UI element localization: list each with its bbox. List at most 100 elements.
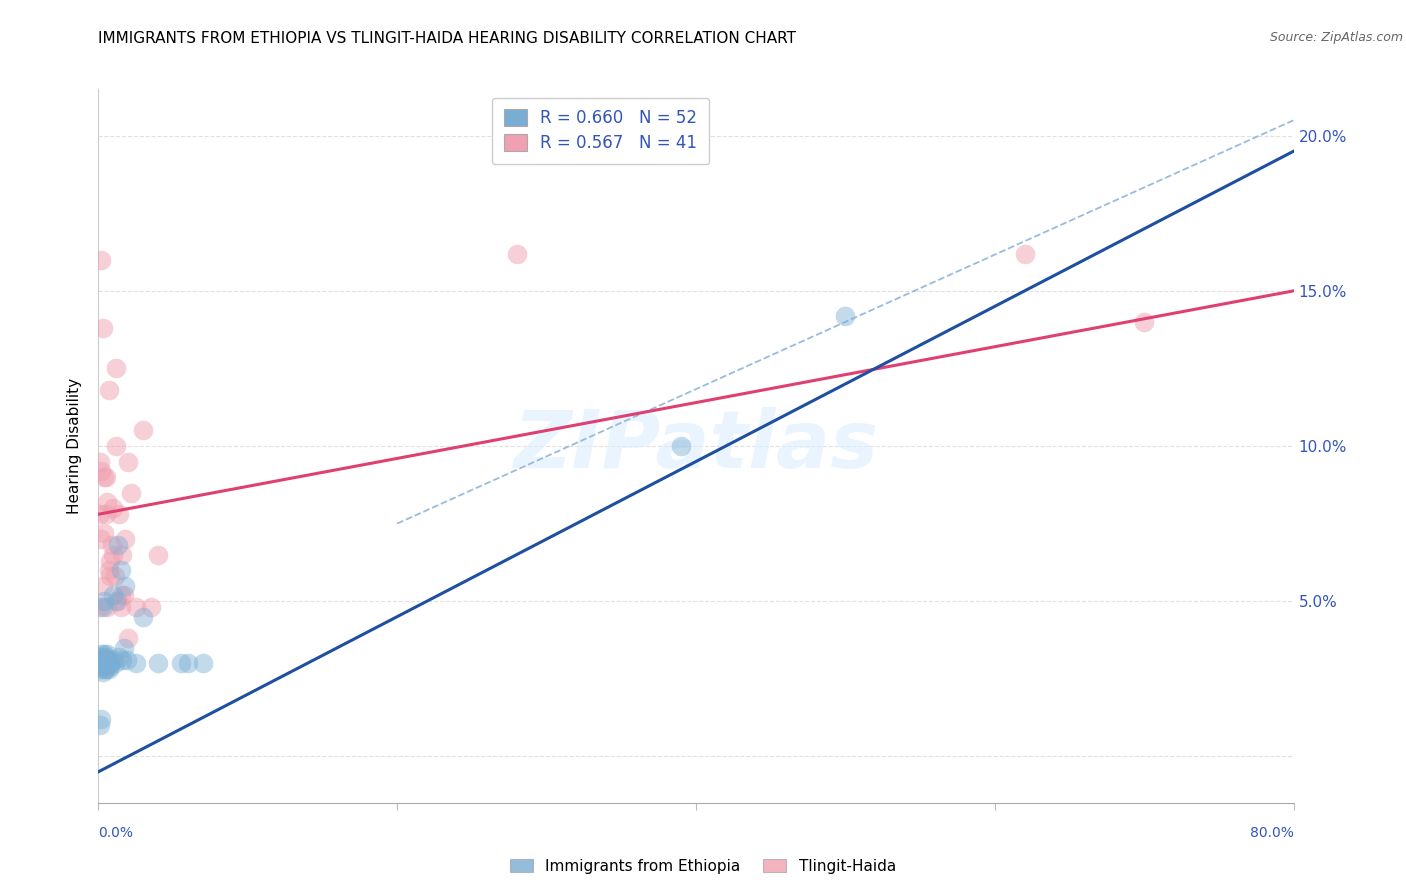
Point: [89, 653, 111, 667]
Point: [100, 659, 122, 673]
Point: [89, 659, 111, 673]
Point: [89, 718, 111, 732]
Point: [94, 470, 117, 484]
Point: [100, 554, 122, 568]
Point: [96, 600, 118, 615]
Point: [89, 650, 111, 665]
Point: [103, 588, 125, 602]
Point: [91, 653, 114, 667]
Point: [117, 632, 139, 646]
Point: [114, 532, 136, 546]
Point: [111, 548, 134, 562]
Point: [94, 508, 117, 522]
Text: 80.0%: 80.0%: [1250, 826, 1294, 839]
Point: [191, 656, 214, 670]
Point: [93, 594, 115, 608]
Point: [93, 653, 115, 667]
Point: [1014, 246, 1036, 260]
Point: [93, 525, 115, 540]
Text: Source: ZipAtlas.com: Source: ZipAtlas.com: [1270, 31, 1403, 45]
Point: [91, 600, 114, 615]
Legend: Immigrants from Ethiopia, Tlingit-Haida: Immigrants from Ethiopia, Tlingit-Haida: [503, 853, 903, 880]
Point: [91, 665, 114, 680]
Legend: R = 0.660   N = 52, R = 0.567   N = 41: R = 0.660 N = 52, R = 0.567 N = 41: [492, 97, 709, 164]
Point: [90, 712, 112, 726]
Point: [93, 659, 115, 673]
Point: [114, 579, 136, 593]
Point: [115, 653, 138, 667]
Point: [669, 439, 692, 453]
Point: [148, 656, 170, 670]
Point: [97, 656, 120, 670]
Point: [96, 659, 118, 673]
Point: [91, 650, 114, 665]
Point: [96, 647, 118, 661]
Point: [100, 656, 122, 670]
Point: [132, 609, 155, 624]
Point: [108, 508, 131, 522]
Point: [125, 600, 148, 615]
Point: [93, 470, 115, 484]
Point: [132, 424, 155, 438]
Y-axis label: Hearing Disability: Hearing Disability: [67, 378, 83, 514]
Point: [89, 508, 111, 522]
Point: [834, 309, 856, 323]
Point: [90, 464, 112, 478]
Point: [96, 656, 118, 670]
Text: ZIPatlas: ZIPatlas: [513, 407, 879, 485]
Point: [90, 647, 112, 661]
Point: [117, 454, 139, 468]
Point: [108, 650, 131, 665]
Point: [96, 495, 118, 509]
Point: [111, 653, 134, 667]
Point: [169, 656, 191, 670]
Point: [90, 532, 112, 546]
Point: [94, 650, 117, 665]
Point: [506, 246, 529, 260]
Point: [90, 252, 112, 267]
Point: [103, 501, 125, 516]
Point: [125, 656, 148, 670]
Point: [105, 439, 128, 453]
Point: [94, 653, 117, 667]
Point: [103, 548, 125, 562]
Point: [90, 653, 112, 667]
Point: [97, 383, 120, 397]
Point: [91, 656, 114, 670]
Point: [91, 579, 114, 593]
Point: [89, 600, 111, 615]
Point: [93, 647, 115, 661]
Point: [105, 361, 128, 376]
Point: [100, 569, 122, 583]
Point: [90, 656, 112, 670]
Point: [112, 588, 135, 602]
Point: [97, 662, 120, 676]
Point: [107, 538, 129, 552]
Point: [97, 563, 120, 577]
Point: [104, 656, 127, 670]
Point: [107, 594, 129, 608]
Point: [177, 656, 200, 670]
Point: [96, 653, 118, 667]
Point: [90, 662, 112, 676]
Point: [110, 600, 132, 615]
Point: [101, 538, 124, 552]
Point: [110, 588, 132, 602]
Point: [112, 640, 135, 655]
Point: [104, 569, 127, 583]
Point: [94, 656, 117, 670]
Point: [89, 454, 111, 468]
Point: [89, 656, 111, 670]
Point: [1133, 315, 1156, 329]
Text: 0.0%: 0.0%: [98, 826, 134, 839]
Point: [101, 653, 124, 667]
Text: IMMIGRANTS FROM ETHIOPIA VS TLINGIT-HAIDA HEARING DISABILITY CORRELATION CHART: IMMIGRANTS FROM ETHIOPIA VS TLINGIT-HAID…: [98, 31, 796, 46]
Point: [91, 321, 114, 335]
Point: [97, 653, 120, 667]
Point: [105, 594, 128, 608]
Point: [139, 600, 162, 615]
Point: [110, 563, 132, 577]
Point: [120, 485, 142, 500]
Point: [93, 662, 115, 676]
Point: [148, 548, 170, 562]
